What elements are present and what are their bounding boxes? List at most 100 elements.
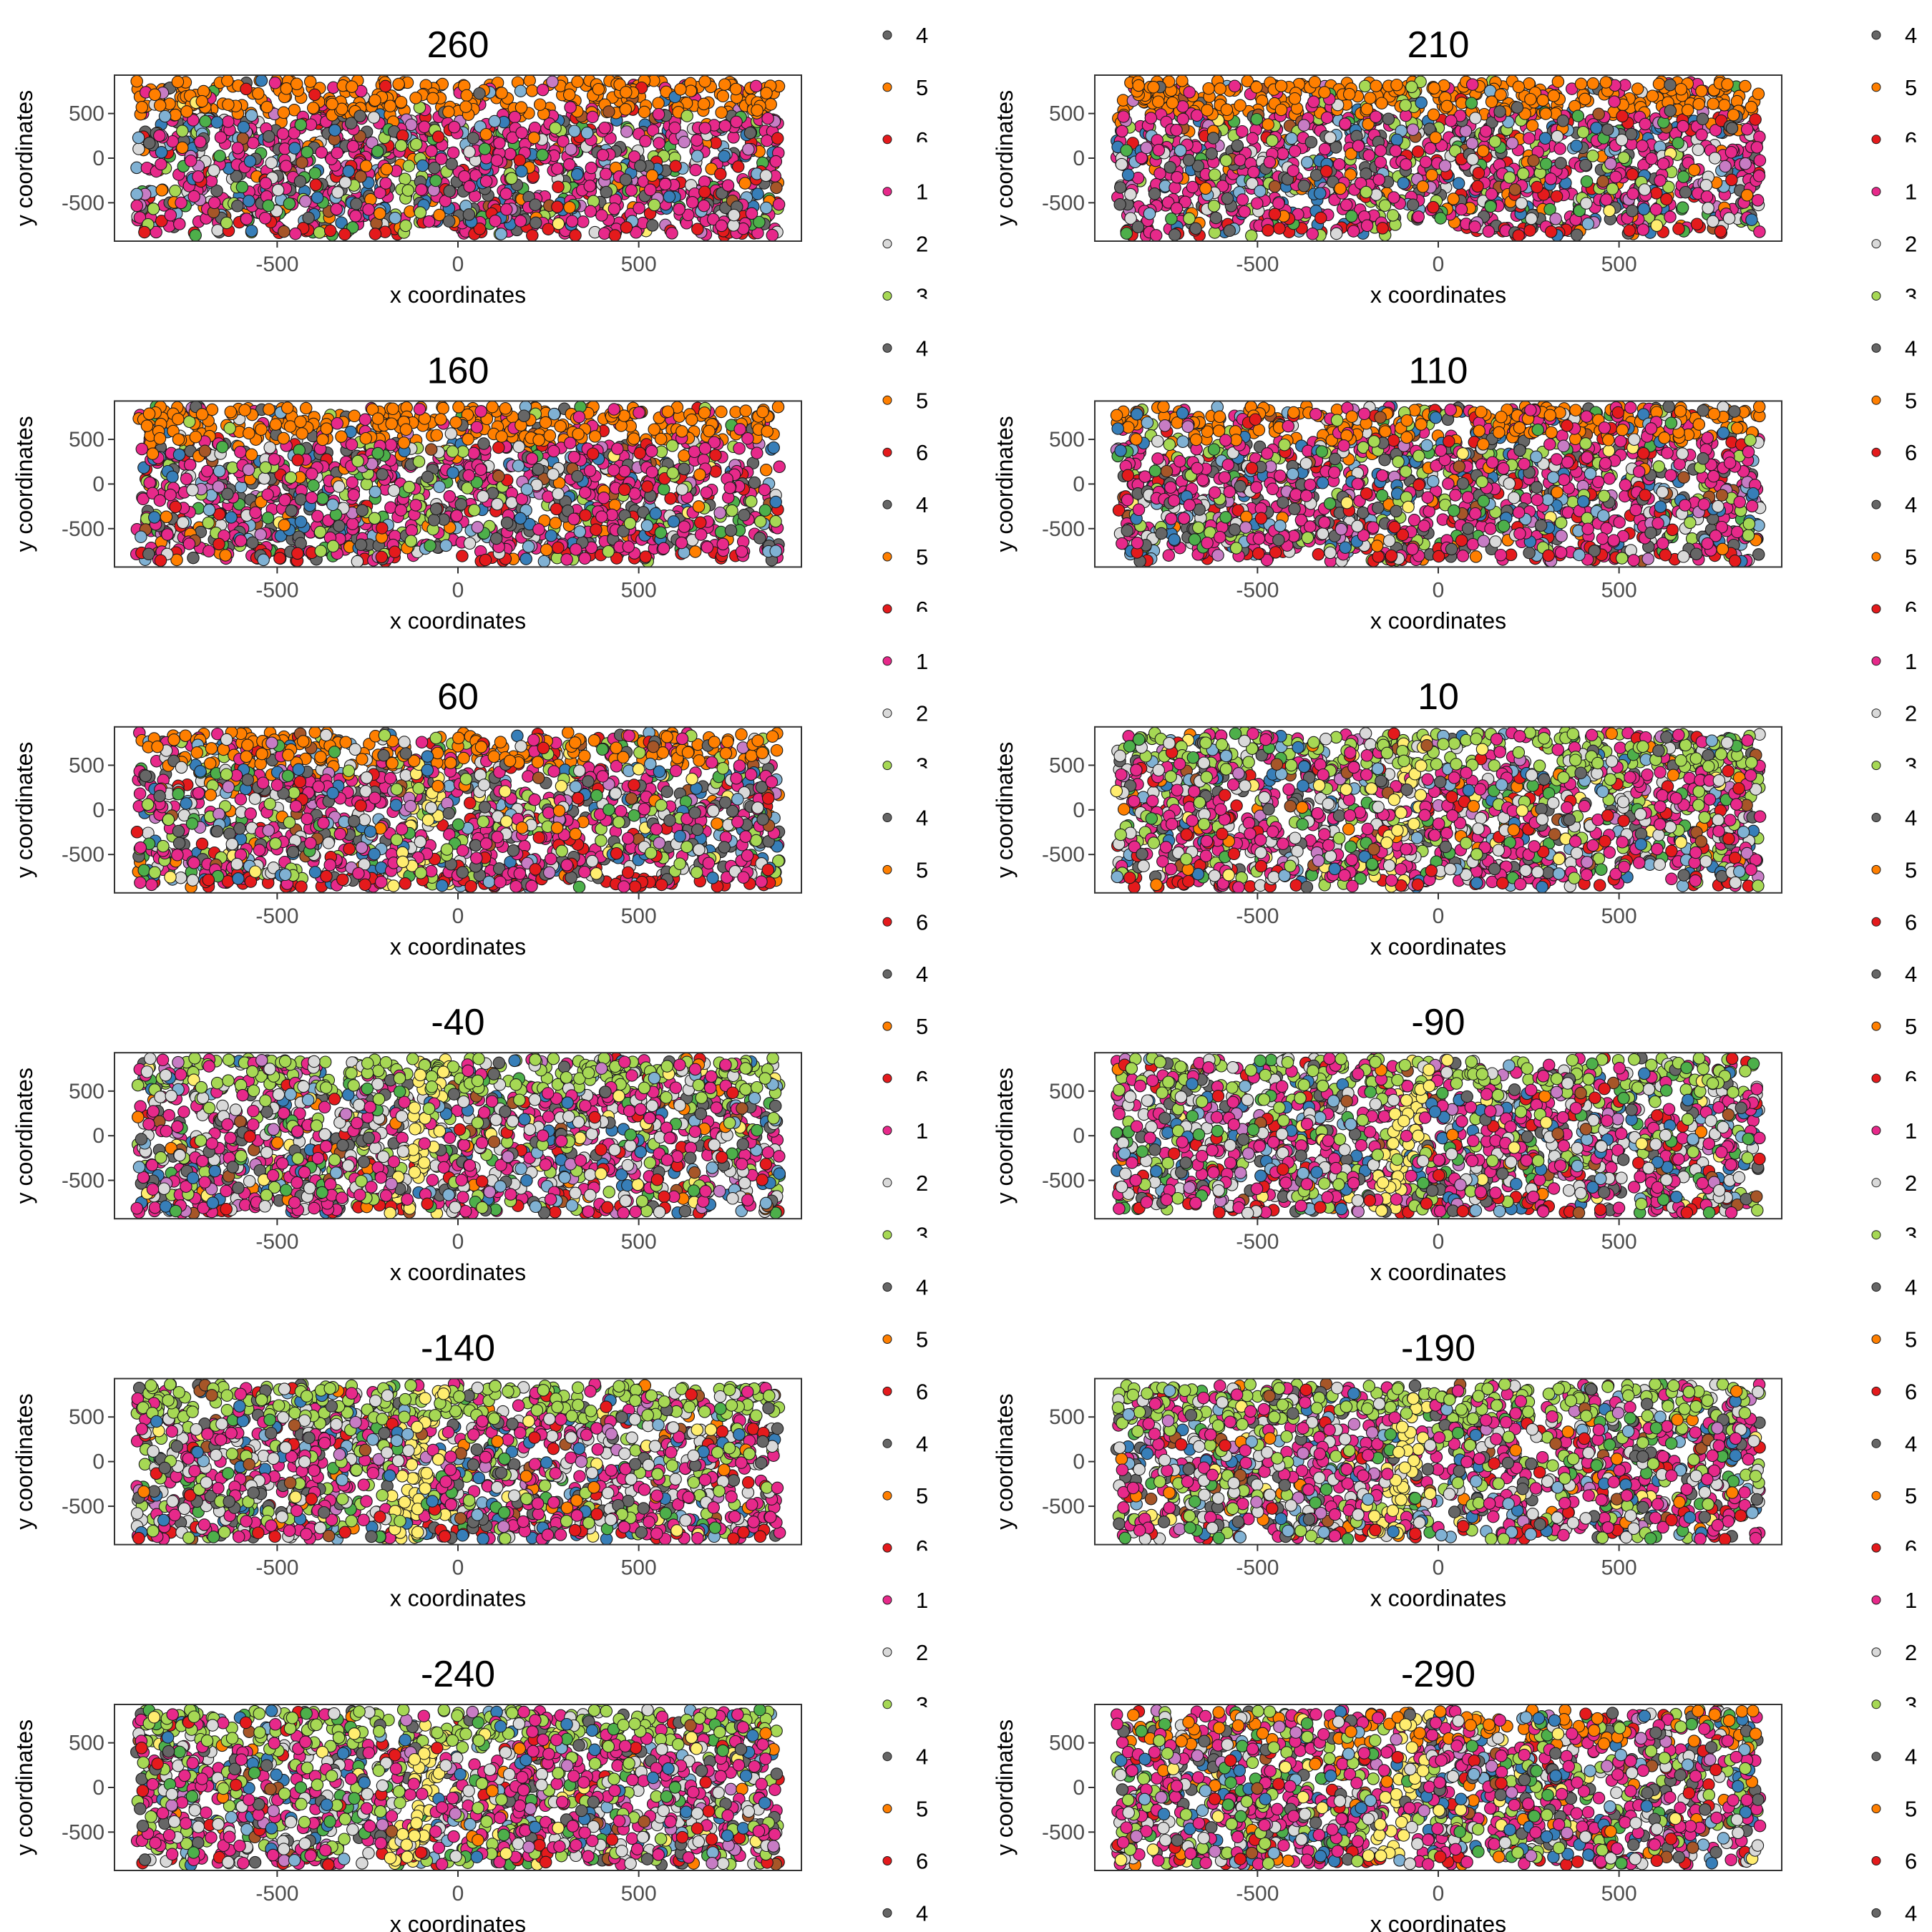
- data-point: [738, 509, 751, 522]
- data-point: [1135, 151, 1148, 165]
- data-point: [164, 208, 177, 222]
- data-point: [1626, 204, 1639, 218]
- data-point: [678, 135, 691, 149]
- data-point: [514, 215, 527, 228]
- data-point: [463, 145, 476, 158]
- data-point: [1570, 140, 1583, 152]
- data-point: [1571, 109, 1585, 122]
- data-point: [461, 482, 474, 494]
- data-point: [675, 536, 688, 550]
- data-point: [268, 77, 282, 89]
- data-point: [751, 447, 763, 459]
- data-point: [570, 168, 584, 181]
- data-point: [1725, 173, 1738, 187]
- data-point: [273, 552, 286, 565]
- data-point: [718, 119, 732, 132]
- data-point: [1516, 167, 1530, 180]
- data-point: [542, 223, 555, 235]
- data-point: [1147, 81, 1160, 94]
- data-point: [394, 139, 408, 152]
- data-point: [434, 152, 448, 165]
- data-point: [745, 495, 758, 508]
- data-point: [754, 515, 767, 528]
- data-point: [402, 160, 416, 172]
- data-point: [1390, 133, 1403, 147]
- data-point: [1334, 182, 1347, 195]
- data-point: [753, 532, 766, 545]
- data-point: [1603, 204, 1616, 218]
- data-point: [499, 402, 512, 415]
- data-point: [633, 202, 645, 215]
- data-point: [495, 87, 508, 99]
- data-point: [1263, 155, 1277, 169]
- data-point: [1169, 181, 1181, 195]
- data-point: [658, 177, 672, 191]
- data-point: [605, 508, 618, 522]
- data-point: [661, 405, 675, 418]
- data-point: [1113, 197, 1126, 211]
- data-point: [1579, 158, 1592, 172]
- data-point: [1672, 137, 1684, 150]
- data-point: [1471, 180, 1484, 193]
- data-point: [388, 545, 401, 559]
- data-point: [649, 507, 663, 520]
- data-point: [288, 142, 301, 155]
- data-point: [1625, 127, 1638, 141]
- data-point: [153, 99, 167, 112]
- data-point: [1570, 228, 1584, 241]
- data-point: [641, 480, 654, 493]
- data-point: [1556, 114, 1570, 127]
- data-point: [1708, 152, 1722, 165]
- data-point: [231, 200, 244, 213]
- data-point: [1554, 157, 1567, 170]
- data-point: [620, 86, 633, 99]
- data-point: [439, 539, 453, 552]
- data-point: [665, 227, 678, 240]
- data-point: [1515, 197, 1528, 210]
- data-point: [1179, 195, 1192, 209]
- data-point: [1330, 227, 1343, 240]
- data-point: [764, 98, 777, 111]
- data-point: [713, 506, 726, 519]
- data-point: [526, 229, 539, 241]
- data-point: [1485, 187, 1498, 201]
- data-point: [492, 469, 505, 483]
- data-point: [186, 484, 199, 497]
- data-point: [331, 146, 343, 160]
- data-point: [1536, 94, 1549, 107]
- data-point: [255, 75, 268, 87]
- data-point: [585, 161, 598, 175]
- data-point: [1652, 77, 1666, 91]
- data-point: [1405, 80, 1418, 94]
- data-point: [238, 404, 251, 416]
- data-point: [494, 228, 508, 240]
- data-point: [1387, 191, 1400, 204]
- data-point: [657, 542, 670, 555]
- data-point: [562, 88, 576, 102]
- data-point: [1749, 113, 1762, 126]
- data-point: [1124, 187, 1137, 201]
- data-point: [1234, 153, 1246, 167]
- data-point: [758, 483, 771, 497]
- data-point: [1512, 80, 1526, 94]
- data-point: [384, 99, 396, 112]
- data-point: [1740, 189, 1754, 202]
- data-point: [213, 464, 226, 478]
- data-point: [166, 470, 179, 484]
- data-point: [1574, 77, 1588, 91]
- data-point: [596, 149, 610, 162]
- data-point: [488, 114, 501, 128]
- data-point: [1722, 212, 1736, 225]
- data-point: [1544, 225, 1558, 238]
- data-point: [583, 180, 597, 192]
- data-point: [731, 160, 745, 173]
- data-point: [308, 167, 321, 180]
- data-point: [700, 486, 713, 499]
- data-point: [646, 219, 659, 232]
- data-point: [1412, 210, 1425, 223]
- data-point: [1369, 110, 1382, 123]
- data-point: [1596, 175, 1609, 188]
- data-point: [221, 75, 234, 87]
- data-point: [1427, 108, 1440, 122]
- data-point: [715, 405, 728, 419]
